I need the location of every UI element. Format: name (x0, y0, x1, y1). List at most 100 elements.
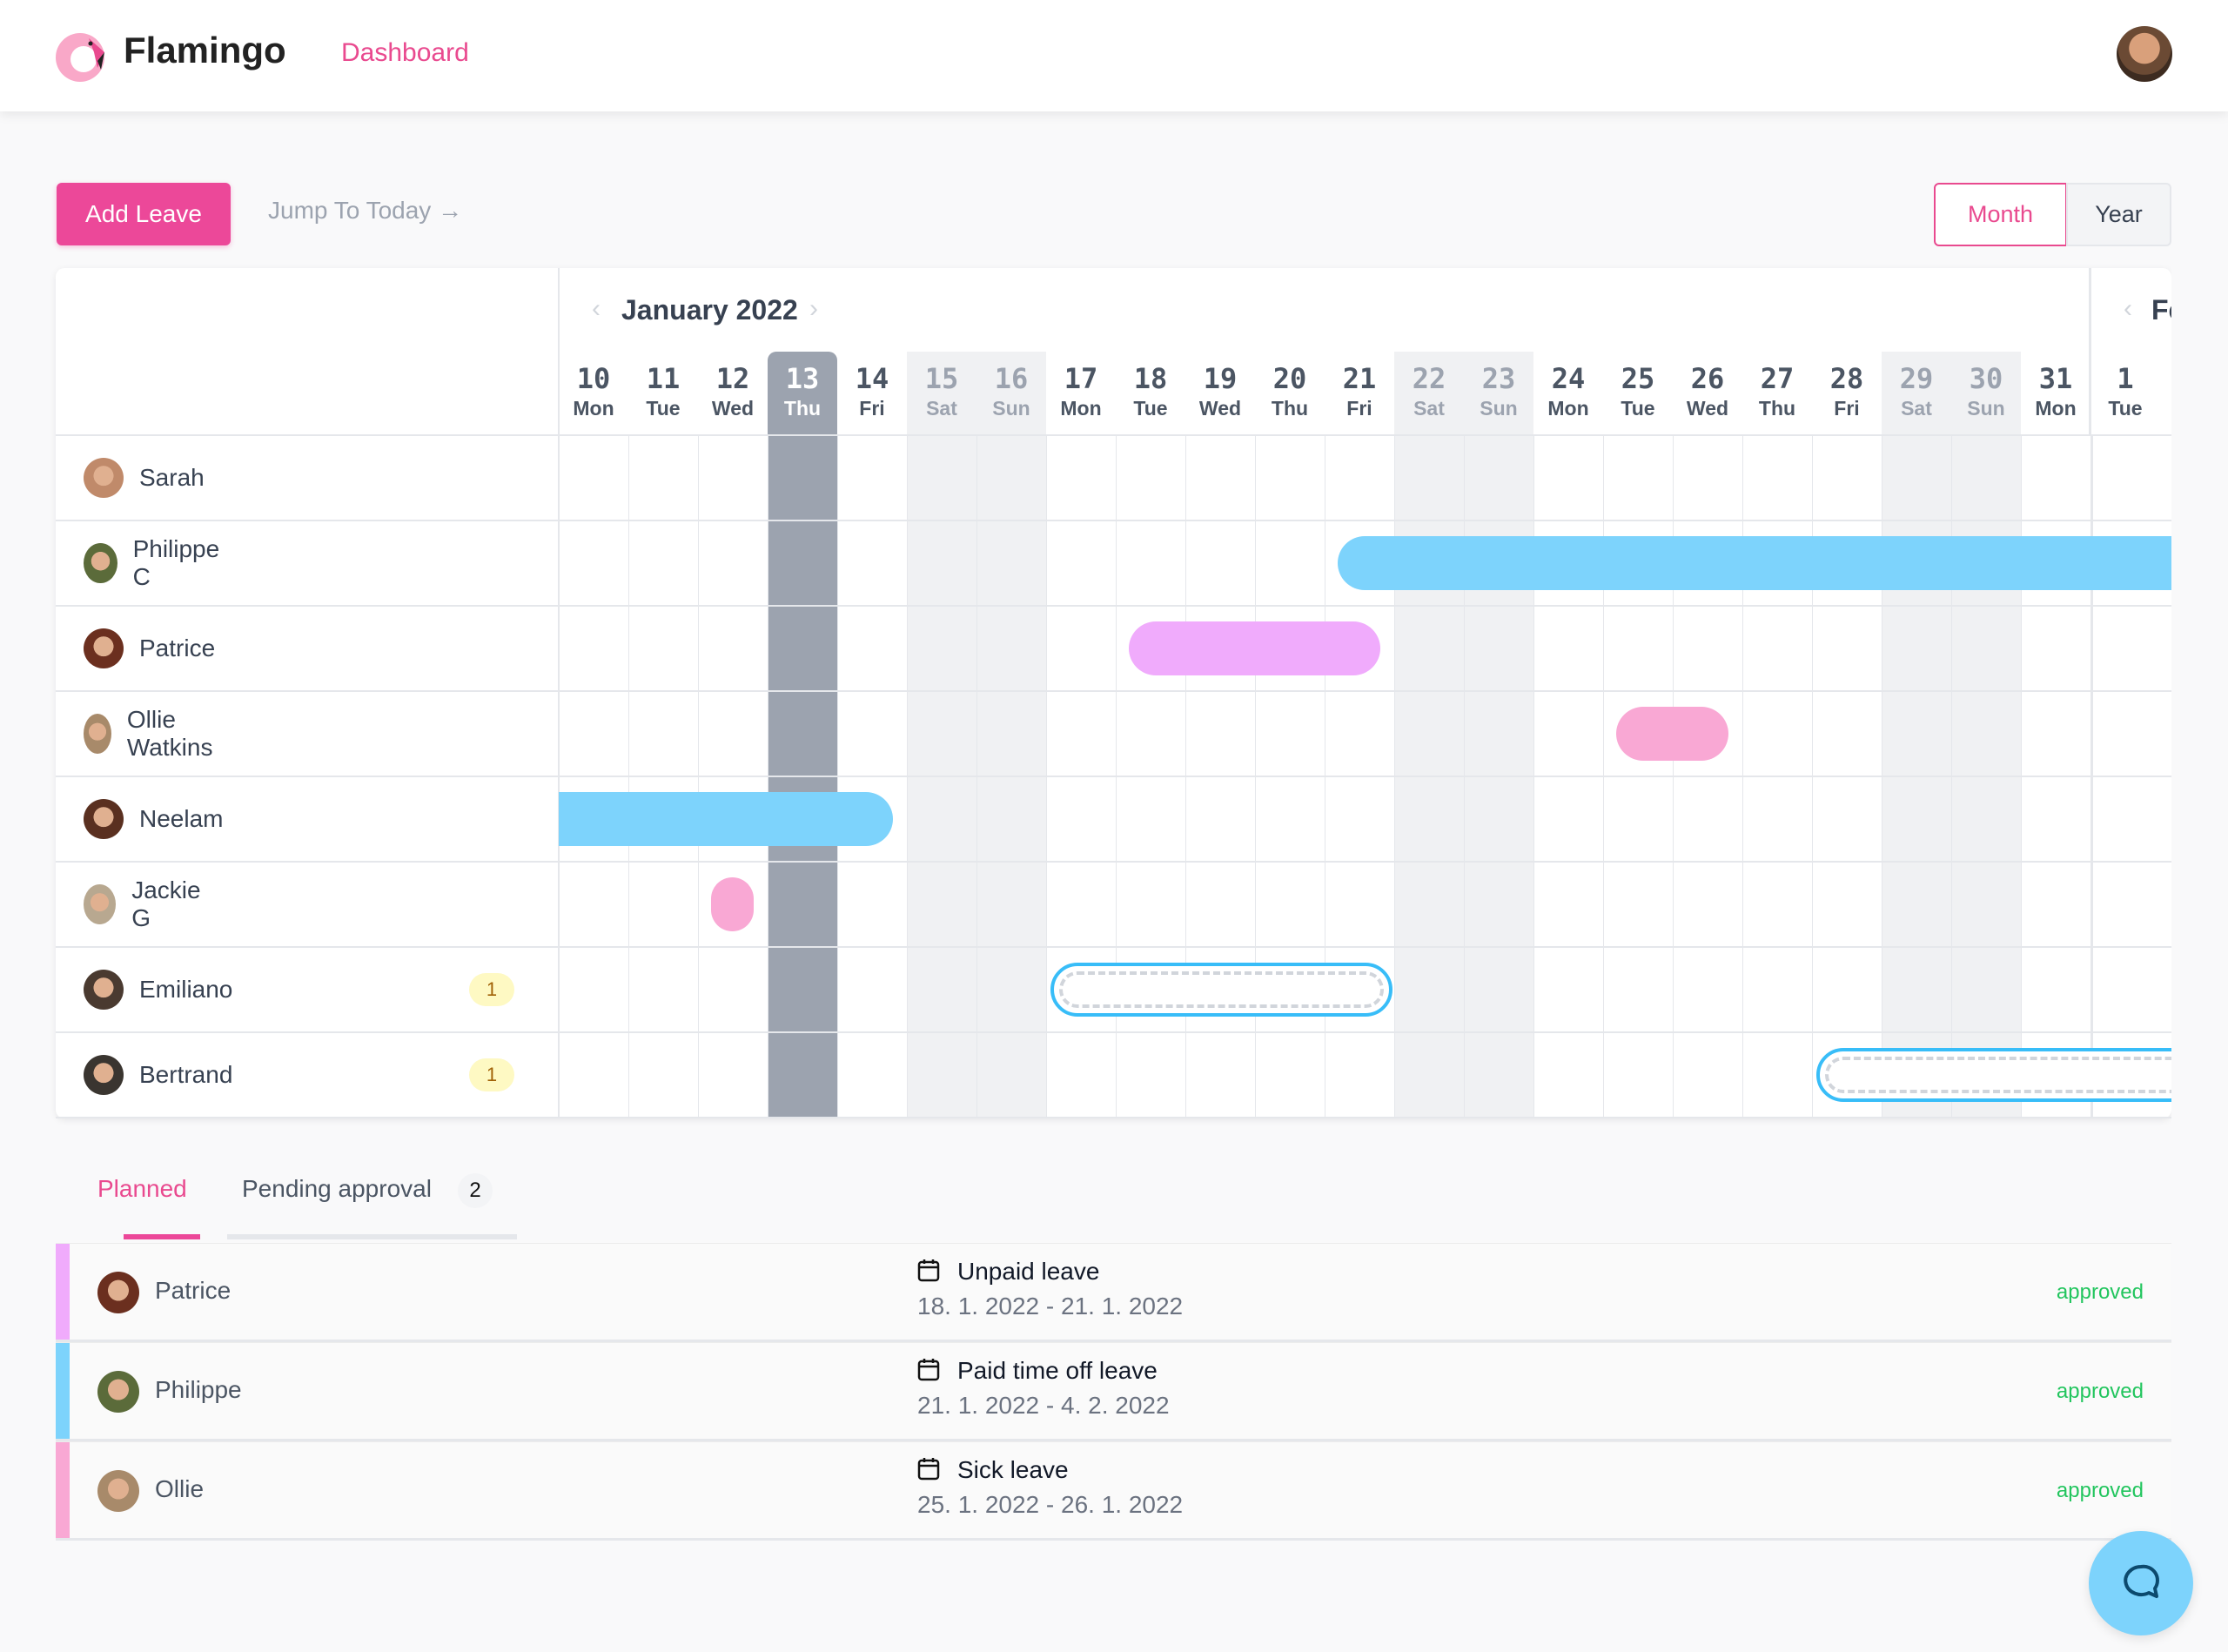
day-header: 16 Sun (976, 352, 1046, 435)
avatar (84, 628, 124, 668)
pending-leave-bar[interactable] (1050, 963, 1392, 1017)
next-month-chevron-icon[interactable]: › (809, 294, 818, 323)
day-header: 31 Mon (2021, 352, 2090, 435)
calendar-icon (917, 1258, 940, 1282)
jump-to-today-link[interactable]: Jump To Today → (268, 197, 463, 224)
day-name: Fri (859, 397, 885, 420)
day-header: 12 Wed (698, 352, 768, 435)
leave-bar[interactable] (1616, 707, 1728, 761)
day-name: Wed (1198, 397, 1242, 420)
day-number: 1 (2117, 362, 2134, 395)
person-name: Ollie Watkins (126, 706, 213, 761)
calendar-icon (917, 1456, 940, 1481)
day-number: 31 (2038, 362, 2073, 395)
calendar-icon (917, 1357, 940, 1381)
person-row-emiliano[interactable]: Emiliano (84, 947, 232, 1032)
person-name: Philippe C (132, 535, 220, 590)
day-number: 15 (924, 362, 959, 395)
day-name: Fri (1834, 397, 1860, 420)
view-year-button[interactable]: Year (2066, 183, 2171, 246)
view-month-button[interactable]: Month (1934, 183, 2067, 246)
day-header: 17 Mon (1046, 352, 1116, 435)
month-divider (2089, 268, 2091, 435)
row-divider (56, 861, 2171, 863)
top-bar: Flamingo Dashboard (0, 0, 2228, 111)
month-title: January 2022 (621, 294, 798, 326)
day-header: 25 Tue (1603, 352, 1673, 435)
person-row-patrice[interactable]: Patrice (84, 606, 215, 691)
leave-color-stripe (56, 1343, 70, 1439)
day-number: 20 (1272, 362, 1307, 395)
row-divider (56, 1031, 2171, 1033)
pending-leave-bar[interactable] (1816, 1048, 2218, 1102)
day-name: Mon (1547, 397, 1589, 420)
add-leave-button[interactable]: Add Leave (57, 183, 231, 245)
leave-list: Patrice Unpaid leave 18. 1. 2022 - 21. 1. … (56, 1243, 2171, 1541)
avatar (84, 458, 124, 498)
day-number: 14 (855, 362, 889, 395)
page-gutter (2171, 261, 2228, 1123)
leave-bar[interactable] (559, 792, 893, 846)
leave-bar[interactable] (1338, 536, 2206, 590)
day-number: 13 (785, 362, 820, 395)
day-number: 22 (1412, 362, 1446, 395)
leave-list-item[interactable]: Philippe Paid time off leave 21. 1. 2022 -… (56, 1342, 2171, 1441)
leave-list-item[interactable]: Patrice Unpaid leave 18. 1. 2022 - 21. 1. … (56, 1243, 2171, 1342)
tab-planned[interactable]: Planned (97, 1175, 187, 1202)
day-name: Thu (1271, 397, 1309, 420)
user-avatar[interactable] (2117, 26, 2172, 82)
day-number: 28 (1829, 362, 1864, 395)
day-header: 19 Wed (1185, 352, 1255, 435)
person-row-philippe-c[interactable]: Philippe C (84, 520, 226, 606)
person-name: Neelam (139, 805, 224, 832)
day-name: Tue (646, 397, 681, 420)
person-name: Bertrand (139, 1061, 233, 1088)
leave-bar[interactable] (711, 877, 754, 931)
brand-name: Flamingo (124, 30, 286, 71)
leave-dates: 18. 1. 2022 - 21. 1. 2022 (917, 1293, 1184, 1320)
person-row-bertrand[interactable]: Bertrand (84, 1032, 232, 1118)
avatar (97, 1470, 139, 1512)
avatar (97, 1272, 139, 1313)
prev-month-chevron-icon[interactable]: ‹ (2124, 294, 2132, 323)
day-header: 28 Fri (1812, 352, 1882, 435)
leave-list-item[interactable]: Ollie Sick leave 25. 1. 2022 - 26. 1. 2022… (56, 1441, 2171, 1541)
day-header: 14 Fri (837, 352, 907, 435)
day-name: Thu (783, 397, 822, 420)
prev-month-chevron-icon[interactable]: ‹ (592, 294, 601, 323)
person-row-neelam[interactable]: Neelam (84, 776, 223, 862)
day-header: 23 Sun (1464, 352, 1533, 435)
tab-pending-approval[interactable]: Pending approval (242, 1175, 432, 1202)
day-header: 27 Thu (1742, 352, 1812, 435)
status-label: approved (2056, 1380, 2144, 1403)
day-number: 23 (1481, 362, 1516, 395)
day-name: Thu (1758, 397, 1796, 420)
employee-name: Patrice (155, 1277, 232, 1304)
day-header: 11 Tue (628, 352, 698, 435)
day-name: Sun (1480, 397, 1518, 420)
person-row-jackie-g[interactable]: Jackie G (84, 862, 208, 947)
chat-button[interactable] (2089, 1531, 2193, 1635)
day-name: Sun (992, 397, 1030, 420)
row-divider (56, 605, 2171, 607)
row-divider (56, 776, 2171, 777)
employee-name: Philippe (155, 1376, 242, 1403)
names-column-divider (558, 268, 560, 1118)
avatar (84, 884, 117, 924)
day-number: 17 (1064, 362, 1098, 395)
person-row-sarah[interactable]: Sarah (84, 435, 205, 520)
day-number: 12 (715, 362, 750, 395)
leave-type: Paid time off leave (957, 1357, 1158, 1384)
nav-dashboard[interactable]: Dashboard (341, 38, 469, 67)
pending-count-badge: 1 (469, 973, 514, 1006)
person-row-ollie-watkins[interactable]: Ollie Watkins (84, 691, 225, 776)
day-name: Mon (2035, 397, 2077, 420)
day-name: Mon (1060, 397, 1102, 420)
day-number: 10 (576, 362, 611, 395)
day-name: Sat (1901, 397, 1932, 420)
day-name: Fri (1346, 397, 1372, 420)
leave-bar[interactable] (1129, 621, 1380, 675)
day-header: 29 Sat (1882, 352, 1951, 435)
employee-name: Ollie (155, 1475, 205, 1502)
tab-pending-underline (227, 1234, 517, 1239)
